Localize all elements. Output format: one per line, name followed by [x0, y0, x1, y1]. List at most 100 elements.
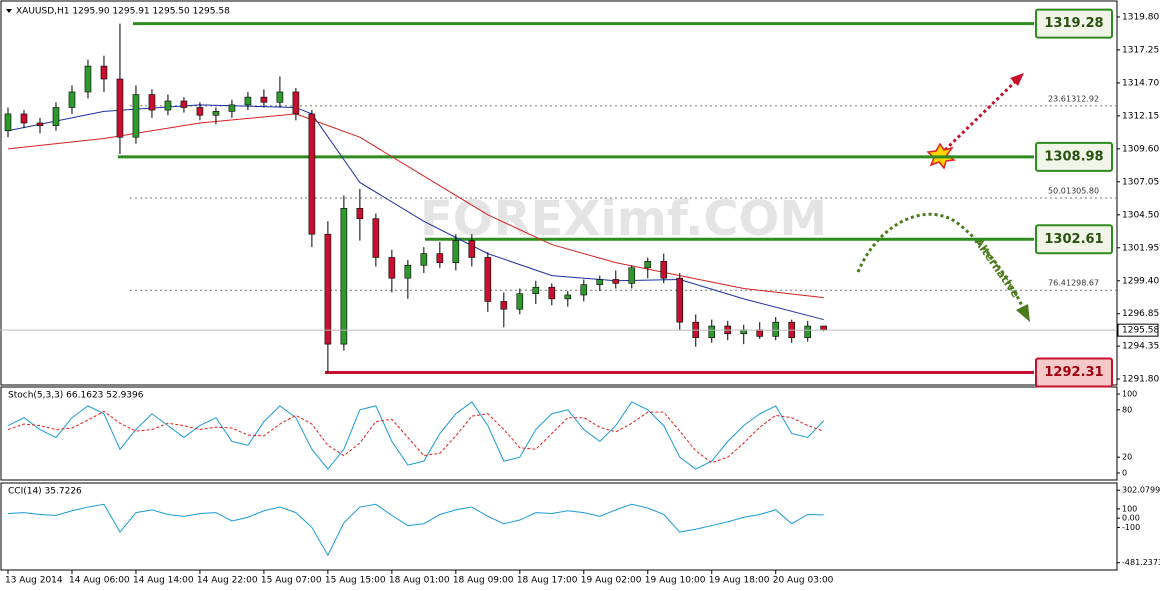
- level-box: [1035, 224, 1113, 255]
- x-tick-label: 13 Aug 2014: [5, 576, 63, 586]
- indicator-line: [7, 401, 825, 470]
- candle-body: [4, 113, 12, 132]
- y-tick-label: -481.2373: [1122, 558, 1160, 567]
- candle-body: [100, 65, 108, 80]
- x-tick-label: 14 Aug 06:00: [69, 576, 130, 586]
- candle-body: [420, 253, 428, 266]
- x-tick-label: 20 Aug 03:00: [773, 576, 834, 586]
- fib-pct: 23.6: [1048, 94, 1066, 103]
- y-tick-label: 100: [1122, 504, 1137, 513]
- cci-panel: [0, 482, 1118, 571]
- candle-body: [532, 286, 540, 294]
- candle-body: [20, 113, 28, 124]
- fib-pct: 76.4: [1048, 279, 1066, 288]
- y-tick-label: 1294.35: [1122, 342, 1159, 352]
- y-tick-label: -100: [1122, 523, 1140, 532]
- y-tick-label: 20: [1122, 453, 1132, 462]
- candle-body: [436, 253, 444, 263]
- fib-value: 1298.67: [1066, 279, 1099, 288]
- level-box: [1035, 141, 1113, 172]
- candle-body: [260, 96, 268, 103]
- level-label: 1319.28: [1044, 16, 1103, 31]
- candle-body: [564, 294, 572, 300]
- alternative-arrow: [856, 212, 1027, 313]
- x-tick-label: 19 Aug 02:00: [581, 576, 642, 586]
- fib-pct: 50.0: [1048, 186, 1066, 195]
- y-tick-label: 80: [1122, 405, 1132, 414]
- x-tick-label: 15 Aug 15:00: [325, 576, 386, 586]
- candle-body: [164, 100, 172, 111]
- candle-body: [820, 325, 828, 331]
- y-tick-label: 1296.85: [1122, 309, 1159, 319]
- candle-body: [596, 279, 604, 285]
- fib-value: 1305.80: [1066, 186, 1099, 195]
- arrow-head: [1010, 73, 1024, 86]
- candle-body: [196, 107, 204, 116]
- indicator-line: [7, 410, 824, 464]
- y-tick-label: 1307.05: [1122, 177, 1159, 187]
- candle-body: [660, 261, 668, 279]
- y-tick-label: 1304.50: [1122, 210, 1159, 220]
- candle-body: [772, 321, 780, 337]
- y-tick-label: 1312.15: [1122, 111, 1159, 121]
- candle-body: [324, 233, 332, 345]
- watermark: FOREXimf.COM: [420, 191, 827, 247]
- candle-body: [580, 284, 588, 296]
- level-box: [1035, 357, 1113, 388]
- candle-body: [276, 91, 284, 103]
- arrow-head: [1016, 304, 1030, 322]
- candle-body: [516, 293, 524, 310]
- y-tick-label: 1317.25: [1122, 45, 1159, 55]
- y-tick-label: 302.0799: [1122, 486, 1160, 495]
- y-tick-label: 1291.80: [1122, 375, 1159, 385]
- chart-title: XAUUSD,H1 1295.90 1295.91 1295.50 1295.5…: [16, 7, 230, 17]
- level-label: 1302.61: [1044, 232, 1103, 247]
- candle-body: [548, 286, 556, 300]
- candle-body: [756, 329, 764, 337]
- y-tick-label: 1314.70: [1122, 78, 1159, 88]
- x-tick-label: 15 Aug 07:00: [261, 576, 322, 586]
- candle-body: [404, 264, 412, 279]
- candle-body: [452, 240, 460, 263]
- y-tick-label: 100: [1122, 390, 1137, 399]
- stoch-panel: [0, 386, 1118, 481]
- indicator-title: Stoch(5,3,3) 66.1623 52.9396: [8, 391, 144, 401]
- candle-body: [340, 208, 348, 345]
- candle-body: [116, 78, 124, 138]
- moving-average: [7, 113, 824, 299]
- level-label: 1292.31: [1044, 365, 1103, 380]
- candle-body: [228, 104, 236, 112]
- candle-body: [356, 208, 364, 219]
- candle-body: [68, 91, 76, 108]
- indicator-title: CCI(14) 35.7226: [8, 487, 82, 497]
- candle-body: [148, 94, 156, 111]
- candle-body: [132, 94, 140, 138]
- candle-body: [212, 111, 220, 116]
- fib-value: 1312.92: [1066, 94, 1099, 103]
- y-tick-label: 1319.80: [1122, 12, 1159, 22]
- y-tick-label: 1309.60: [1122, 144, 1159, 154]
- candle-body: [36, 122, 44, 126]
- menu-icon: [6, 9, 12, 13]
- indicator-line: [7, 503, 824, 557]
- candle-body: [372, 218, 380, 258]
- y-tick-label: 1299.40: [1122, 276, 1159, 286]
- price-panel: [0, 0, 1118, 386]
- candle-body: [484, 257, 492, 302]
- candle-body: [180, 100, 188, 108]
- current-price-box: [1117, 323, 1159, 337]
- y-tick-label: 0: [1122, 468, 1127, 477]
- level-label: 1308.98: [1044, 149, 1103, 164]
- candle-body: [468, 240, 476, 258]
- candle-body: [84, 65, 92, 93]
- x-tick-label: 18 Aug 01:00: [389, 576, 450, 586]
- x-tick-label: 18 Aug 17:00: [517, 576, 578, 586]
- candle-body: [244, 96, 252, 106]
- candle-body: [52, 107, 60, 126]
- candle-body: [804, 325, 812, 338]
- x-tick-label: 19 Aug 18:00: [709, 576, 770, 586]
- x-tick-label: 19 Aug 10:00: [645, 576, 706, 586]
- x-tick-label: 14 Aug 22:00: [197, 576, 258, 586]
